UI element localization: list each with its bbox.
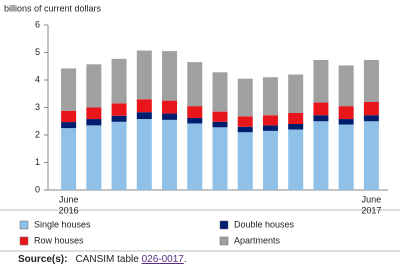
bar-segment xyxy=(212,111,228,122)
y-tick-label: 2 xyxy=(35,129,40,139)
bar-segment xyxy=(313,102,329,116)
legend-swatch xyxy=(219,220,229,230)
bar-segment xyxy=(187,106,203,118)
source-end: . xyxy=(183,254,187,265)
source-text: CANSIM table xyxy=(75,254,139,265)
bar-segment xyxy=(288,113,304,124)
bar-segment xyxy=(111,115,127,122)
legend-label: Row houses xyxy=(34,235,84,245)
chart: billions of current dollars 0123456June2… xyxy=(0,3,400,252)
bar-segment xyxy=(262,115,278,126)
y-tick-label: 0 xyxy=(35,184,40,194)
legend-label: Single houses xyxy=(34,219,91,229)
bar-segment xyxy=(86,107,102,120)
bar-segment xyxy=(86,125,102,190)
legend-swatch xyxy=(219,236,229,246)
bar-segment xyxy=(61,122,77,129)
bar-segment xyxy=(61,110,77,123)
bar-segment xyxy=(136,119,152,190)
y-tick-label: 3 xyxy=(35,102,40,112)
bar-segment xyxy=(136,99,152,113)
y-tick-label: 6 xyxy=(35,19,40,29)
bar-segment xyxy=(136,50,152,100)
bar-segment xyxy=(363,102,379,116)
bar-segment xyxy=(86,64,102,108)
bar-segment xyxy=(61,68,77,111)
bar-segment xyxy=(363,121,379,190)
x-tick-label: June xyxy=(362,194,382,204)
bar-segment xyxy=(111,103,127,116)
bar-segment xyxy=(212,127,228,190)
bar-segment xyxy=(187,123,203,190)
bar-segment xyxy=(338,106,354,120)
y-axis-label: billions of current dollars xyxy=(4,3,102,13)
bar-segment xyxy=(363,115,379,122)
bar-segment xyxy=(237,78,253,117)
bar-segment xyxy=(61,128,77,190)
y-tick-label: 5 xyxy=(35,47,40,57)
legend-swatch xyxy=(19,220,29,230)
bar-segment xyxy=(262,130,278,190)
legend-label: Double houses xyxy=(234,219,295,229)
x-tick-label: June xyxy=(59,194,79,204)
legend-label: Apartments xyxy=(234,235,281,245)
bar-segment xyxy=(187,117,203,124)
source: Source(s): CANSIM table 026-0017. xyxy=(18,254,187,265)
y-tick-label: 4 xyxy=(35,74,40,84)
bar-segment xyxy=(338,65,354,107)
bar-segment xyxy=(288,129,304,190)
x-year-label: 2017 xyxy=(361,205,381,215)
y-tick-label: 1 xyxy=(35,157,40,167)
bar-segment xyxy=(162,100,178,114)
bar-segment xyxy=(237,116,253,127)
bar-segment xyxy=(212,121,228,128)
bar-segment xyxy=(338,124,354,190)
bar-segment xyxy=(313,115,329,122)
bar-segment xyxy=(288,124,304,130)
bar-segment xyxy=(338,119,354,125)
bar-segment xyxy=(136,112,152,120)
bar-segment xyxy=(363,59,379,102)
bar-segment xyxy=(111,121,127,190)
bar-segment xyxy=(162,119,178,190)
bar-segment xyxy=(288,74,304,113)
bar-segment xyxy=(212,72,228,112)
bar-segment xyxy=(162,51,178,101)
legend-swatch xyxy=(19,236,29,246)
bar-segment xyxy=(162,113,178,120)
bar-segment xyxy=(187,62,203,107)
bar-segment xyxy=(237,132,253,190)
bar-segment xyxy=(262,125,278,131)
bar-segment xyxy=(313,121,329,190)
x-year-label: 2016 xyxy=(59,205,79,215)
bar-segment xyxy=(86,119,102,126)
bar-segment xyxy=(262,77,278,116)
bar-segment xyxy=(237,126,253,133)
source-label: Source(s): xyxy=(18,254,68,265)
bar-segment xyxy=(313,59,329,103)
source-link[interactable]: 026-0017 xyxy=(141,254,184,265)
bar-segment xyxy=(111,58,127,104)
